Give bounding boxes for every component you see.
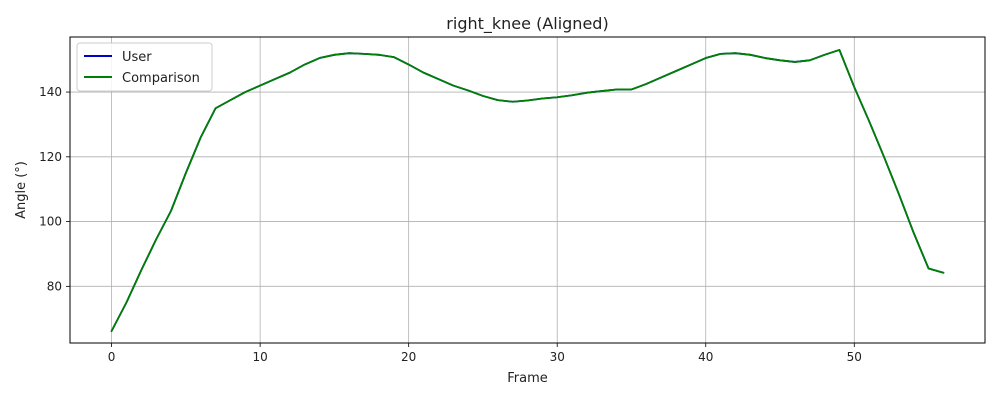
y-tick-label: 140 — [39, 85, 62, 99]
x-tick-label: 30 — [550, 350, 565, 364]
x-tick-label: 10 — [252, 350, 267, 364]
x-tick-label: 20 — [401, 350, 416, 364]
series-lines — [110, 49, 945, 332]
y-tick-label: 80 — [47, 279, 62, 293]
x-axis-label: Frame — [507, 371, 548, 386]
y-tick-label: 100 — [39, 215, 62, 229]
legend: User Comparison — [76, 42, 213, 92]
y-tick-label: 120 — [39, 150, 62, 164]
series-line-comparison — [110, 49, 945, 332]
plot-frame — [69, 36, 986, 344]
x-tick-label: 50 — [847, 350, 862, 364]
chart-title: right_knee (Aligned) — [446, 14, 608, 34]
y-axis-label: Angle (°) — [14, 161, 29, 219]
legend-label-comparison: Comparison — [122, 71, 200, 86]
axis-ticks: 0 10 20 30 40 50 80 100 120 140 — [39, 85, 862, 364]
x-tick-label: 0 — [108, 350, 116, 364]
x-tick-label: 40 — [698, 350, 713, 364]
legend-label-user: User — [122, 50, 152, 65]
